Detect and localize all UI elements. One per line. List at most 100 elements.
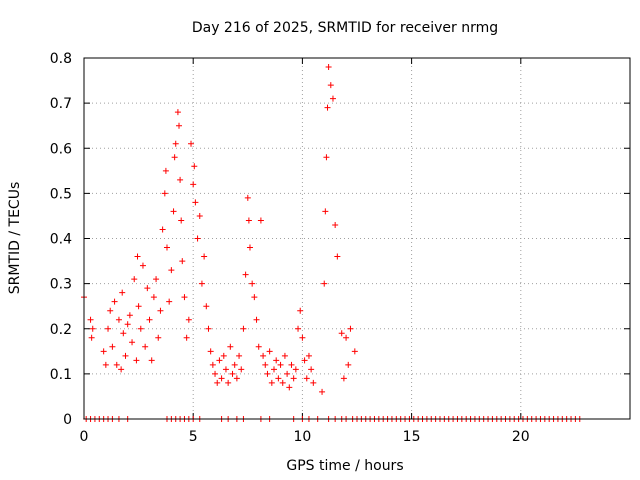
data-point xyxy=(174,109,181,116)
data-point xyxy=(322,208,329,215)
data-point xyxy=(281,352,288,359)
data-point xyxy=(231,361,238,368)
data-point xyxy=(192,199,199,206)
data-point xyxy=(255,343,262,350)
data-point xyxy=(338,330,345,337)
data-point xyxy=(113,361,120,368)
grid-layer xyxy=(84,58,630,419)
data-point xyxy=(133,357,140,364)
data-point xyxy=(290,375,297,382)
data-point xyxy=(214,379,221,386)
data-point xyxy=(222,366,229,373)
data-point xyxy=(153,276,160,283)
data-point xyxy=(340,375,347,382)
data-point xyxy=(225,379,232,386)
x-tick-label: 20 xyxy=(512,429,530,445)
y-tick-label: 0.2 xyxy=(50,322,72,338)
data-point xyxy=(209,361,216,368)
data-point xyxy=(216,357,223,364)
data-point xyxy=(157,307,164,314)
data-point xyxy=(347,325,354,332)
data-point xyxy=(137,325,144,332)
data-point xyxy=(299,334,306,341)
data-point xyxy=(266,348,273,355)
data-point xyxy=(159,226,166,233)
x-tick-label: 10 xyxy=(293,429,311,445)
data-point xyxy=(319,388,326,395)
data-point xyxy=(245,217,252,224)
data-point xyxy=(176,122,183,129)
data-point xyxy=(227,343,234,350)
data-point xyxy=(183,334,190,341)
data-point xyxy=(150,294,157,301)
data-point xyxy=(168,267,175,274)
y-tick-label: 0 xyxy=(63,412,72,428)
data-point xyxy=(253,316,260,323)
data-point xyxy=(264,370,271,377)
data-point xyxy=(135,303,142,310)
data-point xyxy=(325,64,332,71)
data-point xyxy=(236,352,243,359)
data-point xyxy=(115,316,122,323)
data-point xyxy=(275,375,282,382)
data-point xyxy=(303,375,310,382)
data-point xyxy=(212,370,219,377)
data-point xyxy=(171,154,178,161)
data-point xyxy=(139,262,146,269)
data-point xyxy=(118,366,125,373)
data-point xyxy=(301,357,308,364)
data-point xyxy=(229,370,236,377)
x-axis-label: GPS time / hours xyxy=(286,458,403,474)
y-tick-label: 0.3 xyxy=(50,277,72,293)
data-point xyxy=(178,217,185,224)
data-point xyxy=(257,217,264,224)
data-point xyxy=(100,348,107,355)
data-point xyxy=(321,280,328,287)
data-point xyxy=(246,244,253,251)
x-tick-label: 5 xyxy=(189,429,198,445)
data-point xyxy=(334,253,341,260)
data-point xyxy=(134,253,141,260)
data-point xyxy=(119,289,126,296)
data-point xyxy=(207,348,214,355)
data-point xyxy=(242,271,249,278)
data-point xyxy=(87,316,94,323)
data-point xyxy=(292,366,299,373)
data-point xyxy=(233,375,240,382)
data-point xyxy=(218,375,225,382)
data-point xyxy=(284,370,291,377)
data-point xyxy=(109,343,116,350)
data-point xyxy=(161,190,168,197)
y-tick-label: 0.4 xyxy=(50,232,72,248)
data-point xyxy=(244,194,251,201)
data-point xyxy=(126,312,133,319)
data-point xyxy=(329,95,336,102)
data-point xyxy=(142,343,149,350)
data-point xyxy=(286,384,293,391)
data-point xyxy=(191,163,198,170)
data-point xyxy=(148,357,155,364)
y-tick-label: 0.6 xyxy=(50,141,72,157)
data-point xyxy=(185,316,192,323)
data-point xyxy=(129,339,136,346)
data-point xyxy=(196,212,203,219)
data-point xyxy=(273,357,280,364)
data-point xyxy=(144,285,151,292)
data-point xyxy=(279,379,286,386)
y-tick-label: 0.5 xyxy=(50,186,72,202)
data-point xyxy=(105,325,112,332)
data-point xyxy=(345,361,352,368)
data-point xyxy=(177,176,184,183)
data-point xyxy=(146,316,153,323)
data-point xyxy=(238,366,245,373)
data-point xyxy=(179,258,186,265)
data-point xyxy=(308,366,315,373)
data-point xyxy=(323,154,330,161)
data-point xyxy=(332,221,339,228)
data-point xyxy=(122,352,129,359)
data-point xyxy=(107,307,114,314)
data-point xyxy=(124,321,131,328)
data-point xyxy=(166,298,173,305)
data-point xyxy=(163,244,170,251)
